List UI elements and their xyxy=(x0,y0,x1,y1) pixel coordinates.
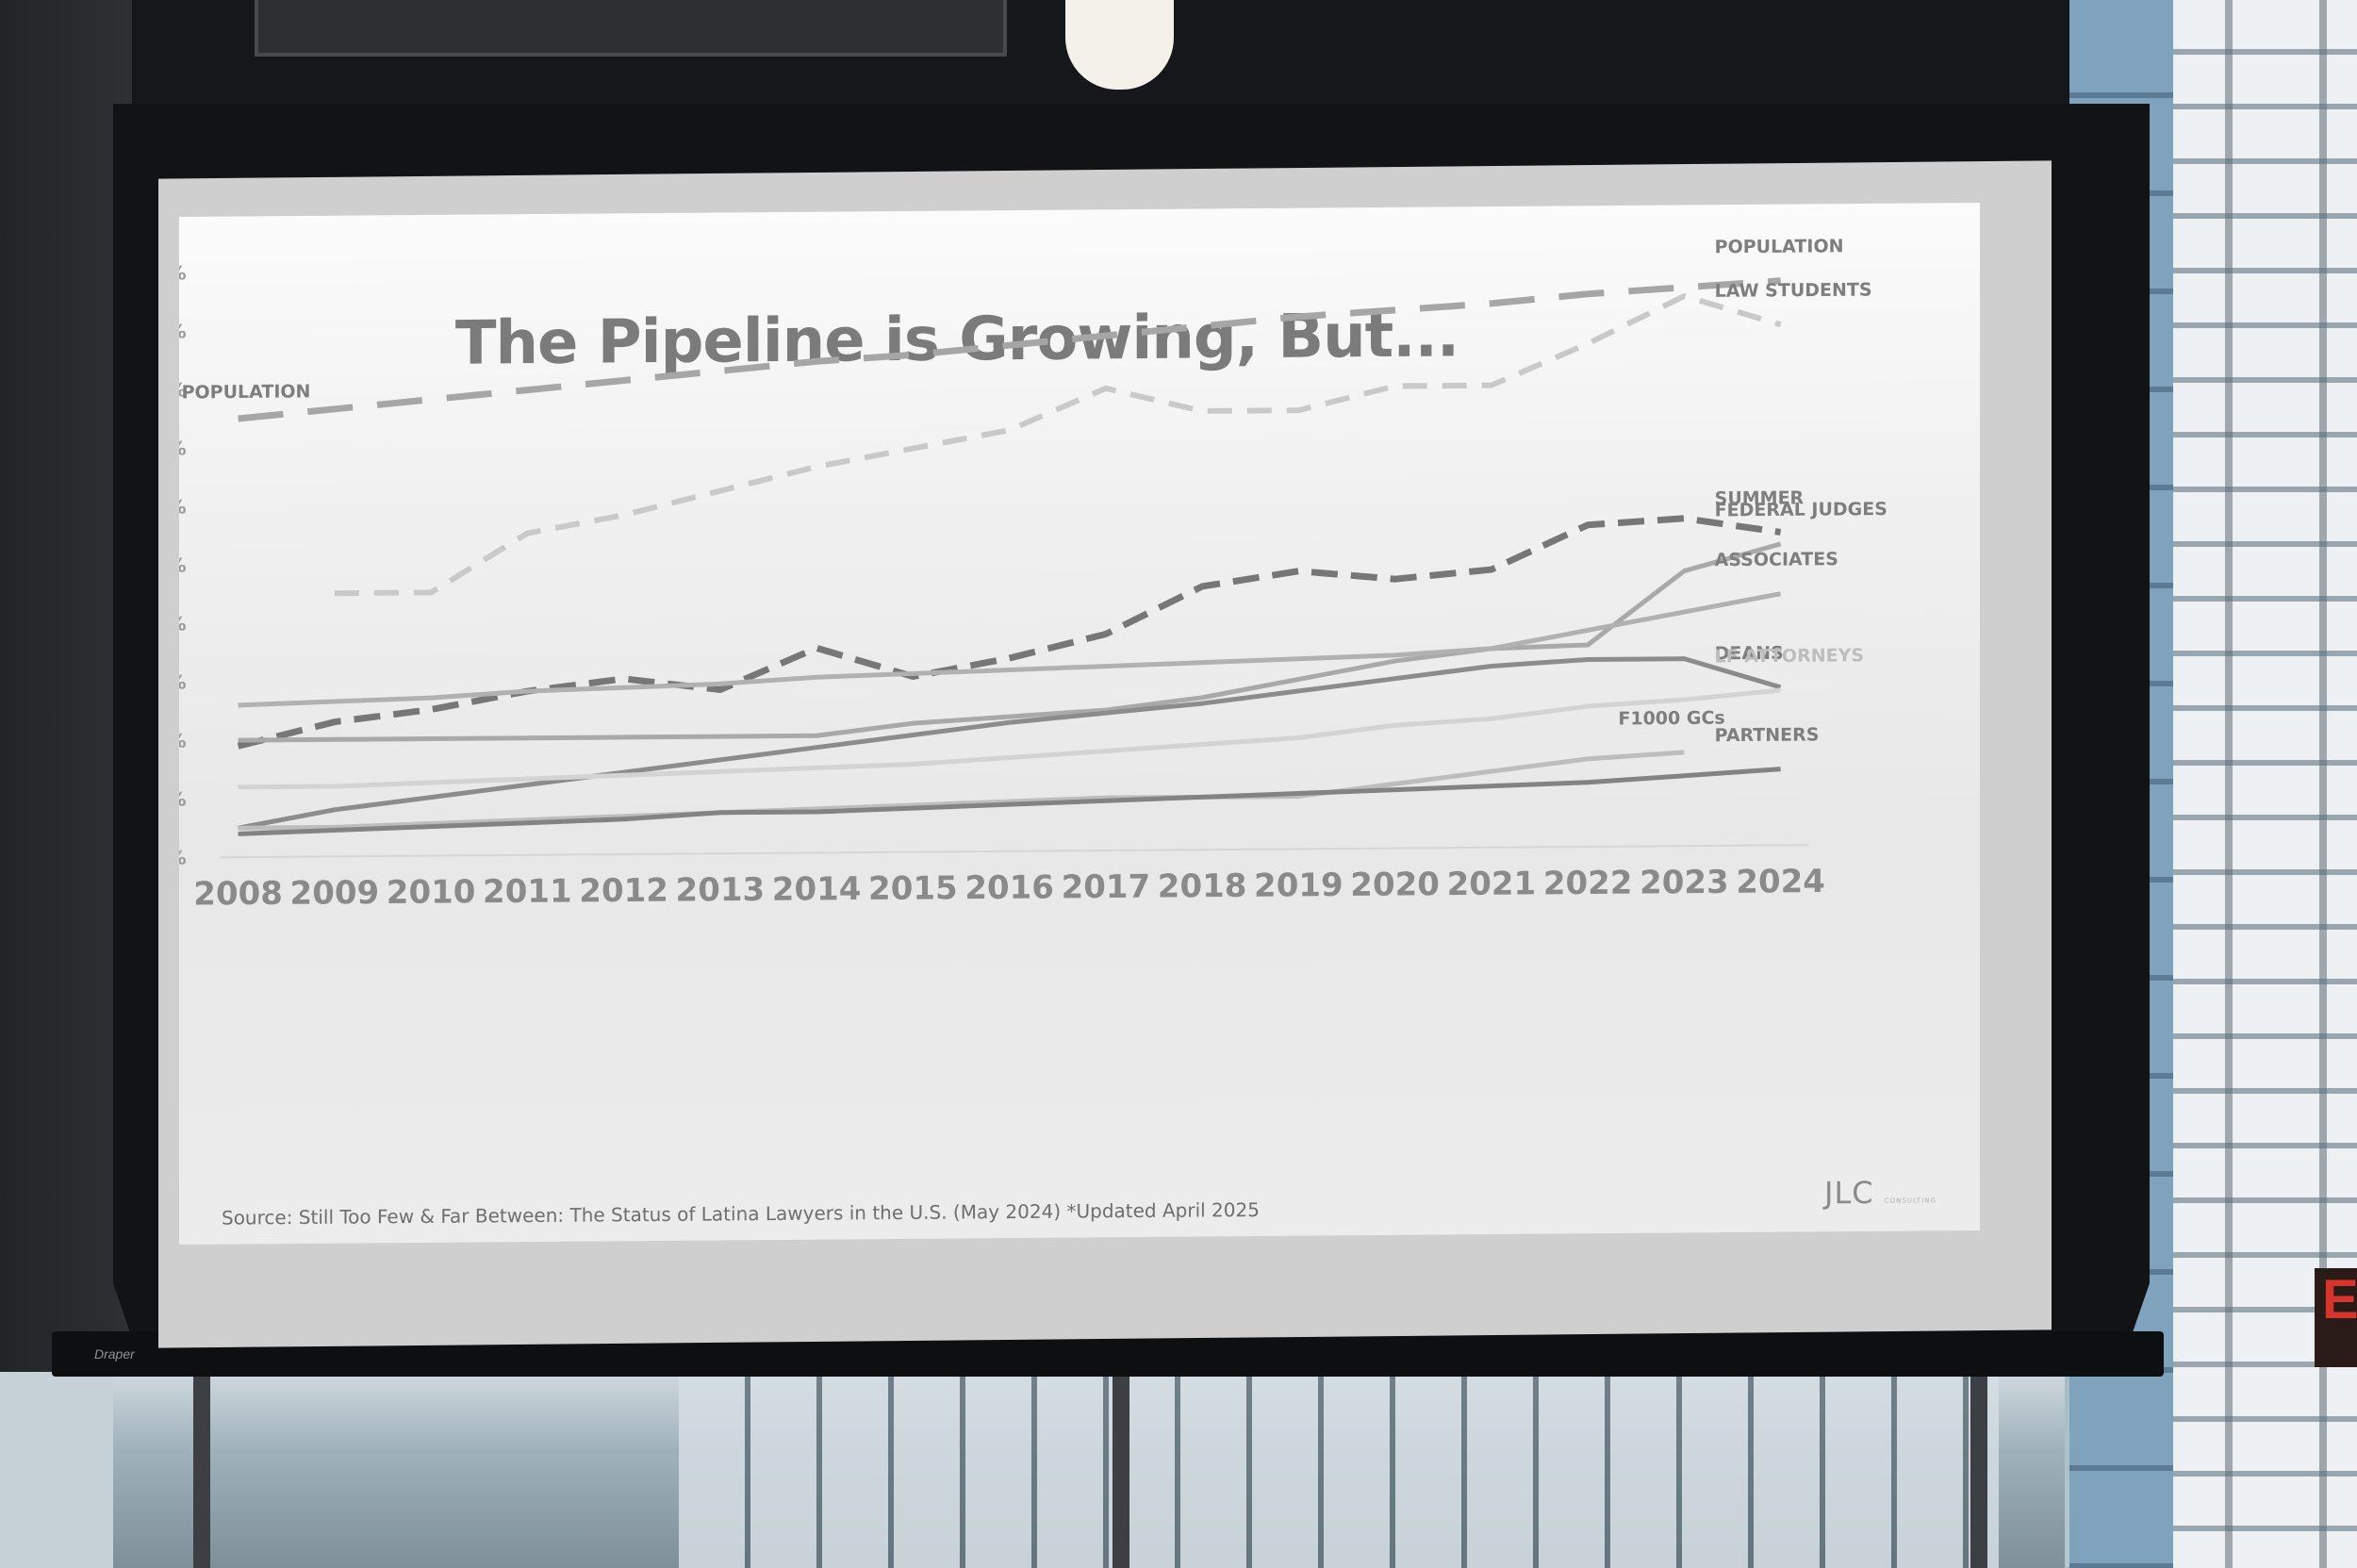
x-tick-label: 2024 xyxy=(1736,863,1825,901)
presentation-slide: The Pipeline is Growing, But... 0.0% 1.0%… xyxy=(179,202,1980,1246)
window-view-building xyxy=(679,1372,1999,1568)
x-tick-label: 2011 xyxy=(483,872,572,911)
y-tick-label: 0.0% xyxy=(179,847,187,869)
x-tick-label: 2010 xyxy=(387,873,476,912)
series-label: POPULATION xyxy=(1715,236,1844,257)
series-line xyxy=(238,591,1782,708)
x-tick-label: 2012 xyxy=(579,872,668,911)
window-frame-left xyxy=(0,0,132,1568)
logo-text: JLC xyxy=(1824,1174,1874,1212)
x-tick-label: 2009 xyxy=(290,874,380,913)
x-tick-label: 2021 xyxy=(1447,865,1537,903)
y-tick-label: 4.0% xyxy=(179,613,187,635)
series-start-label: POPULATION xyxy=(182,381,311,403)
exit-sign: EX xyxy=(2315,1268,2357,1367)
series-line xyxy=(238,750,1685,831)
window-mullion xyxy=(1970,1372,1987,1568)
y-tick-label: 2.0% xyxy=(179,730,187,752)
y-tick-label: 3.0% xyxy=(179,671,187,694)
x-tick-label: 2016 xyxy=(964,868,1054,907)
series-label: FEDERAL JUDGES xyxy=(1715,499,1887,520)
ceiling-light xyxy=(1065,0,1174,90)
y-tick-label: 5.0% xyxy=(179,553,187,576)
y-tick-label: 1.0% xyxy=(179,788,187,811)
x-tick-label: 2020 xyxy=(1350,866,1440,904)
series-line xyxy=(237,515,1782,750)
line-chart: 0.0% 1.0% 2.0% 3.0% 4.0% 5.0% 6.0% 7.0% 8.0% 9.0%… xyxy=(179,236,1887,914)
company-logo: JLC CONSULTING xyxy=(1824,1174,1937,1211)
x-tick-label: 2018 xyxy=(1158,867,1247,906)
series-label: ASSOCIATES xyxy=(1715,549,1838,570)
series-line xyxy=(238,687,1781,790)
x-tick-label: 2023 xyxy=(1640,864,1729,902)
series-label: PARTNERS xyxy=(1715,724,1820,746)
y-tick-label: 8.0% xyxy=(179,378,187,401)
series-label: SUMMER xyxy=(1715,487,1805,509)
y-tick-label: 10.0% xyxy=(179,261,187,285)
x-tick-label: 2019 xyxy=(1254,867,1343,905)
series-line xyxy=(238,277,1781,422)
logo-subtext: CONSULTING xyxy=(1884,1197,1937,1205)
series-label: LAW STUDENTS xyxy=(1715,280,1872,302)
series-line xyxy=(238,767,1781,836)
x-tick-label: 2017 xyxy=(1062,868,1151,907)
projector-brand: Draper xyxy=(94,1346,135,1362)
x-tick-label: 2015 xyxy=(868,869,958,908)
series-line xyxy=(238,656,1782,831)
source-citation: Source: Still Too Few & Far Between: The… xyxy=(222,1197,1260,1230)
y-tick-label: 9.0% xyxy=(179,320,187,342)
window-mullion xyxy=(1113,1372,1129,1568)
series-line xyxy=(334,293,1782,597)
window-lower-left xyxy=(0,1372,132,1568)
series-line xyxy=(238,541,1782,743)
x-tick-label: 2013 xyxy=(676,871,766,910)
ceiling-panel xyxy=(255,0,1007,57)
x-tick-label: 2008 xyxy=(193,875,283,914)
y-tick-label: 6.0% xyxy=(179,495,187,518)
window-mullion xyxy=(193,1372,210,1568)
series-label: F1000 GCs xyxy=(1618,708,1724,730)
x-tick-label: 2014 xyxy=(772,870,862,909)
x-tick-label: 2022 xyxy=(1543,865,1633,903)
y-tick-label: 7.0% xyxy=(179,437,187,459)
series-label: DEANS xyxy=(1715,643,1784,665)
x-axis-line xyxy=(219,844,1809,859)
series-label: LF ATTORNEYS xyxy=(1715,645,1864,667)
